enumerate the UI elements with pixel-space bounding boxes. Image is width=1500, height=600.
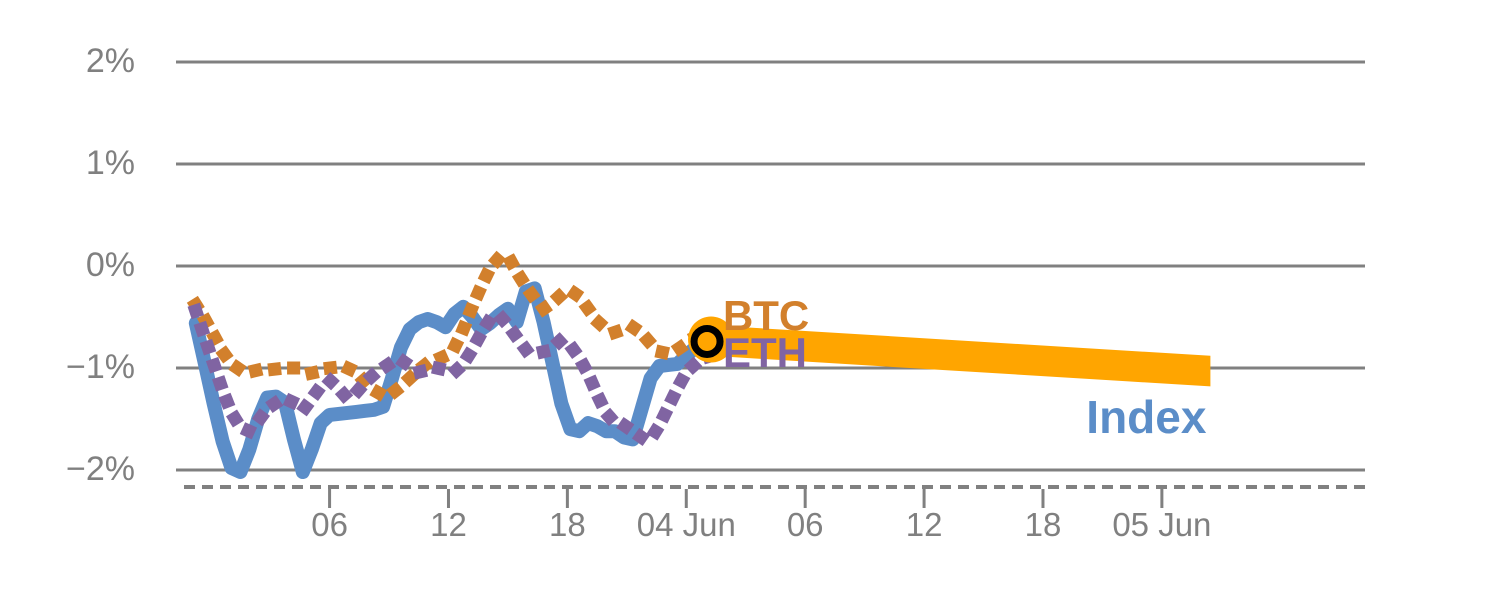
x-tick-label: 12 bbox=[906, 506, 943, 543]
x-tick-label: 12 bbox=[430, 506, 467, 543]
y-tick-label: 2% bbox=[86, 42, 135, 80]
x-tick-label: 18 bbox=[549, 506, 586, 543]
y-axis-tick-labels: 2% 1% 0% −1% −2% bbox=[66, 42, 135, 488]
x-tick-label: 05 Jun bbox=[1112, 506, 1211, 543]
series-label-eth: ETH bbox=[723, 329, 807, 376]
y-tick-label: 0% bbox=[86, 246, 135, 284]
series-line-index bbox=[188, 281, 719, 479]
forecast-start-marker[interactable] bbox=[688, 316, 735, 363]
forecast-cone-area bbox=[711, 325, 1211, 387]
series-line-eth bbox=[187, 302, 720, 447]
x-axis-tick-labels: 06 12 18 04 Jun 06 12 18 05 Jun bbox=[311, 506, 1211, 543]
series-label-index: Index bbox=[1086, 391, 1207, 443]
x-axis-ticks bbox=[328, 489, 1164, 508]
forecast-band bbox=[711, 325, 1211, 387]
series-line-btc bbox=[186, 248, 720, 403]
data-series bbox=[186, 248, 720, 479]
x-tick-label: 18 bbox=[1025, 506, 1062, 543]
x-tick-label: 06 bbox=[787, 506, 824, 543]
y-tick-label: −2% bbox=[66, 450, 135, 488]
series-label-btc: BTC bbox=[723, 292, 809, 339]
x-tick-label: 04 Jun bbox=[637, 506, 736, 543]
y-tick-label: 1% bbox=[86, 144, 135, 182]
x-tick-label: 06 bbox=[311, 506, 348, 543]
marker-ring bbox=[690, 324, 724, 358]
y-tick-label: −1% bbox=[66, 348, 135, 386]
